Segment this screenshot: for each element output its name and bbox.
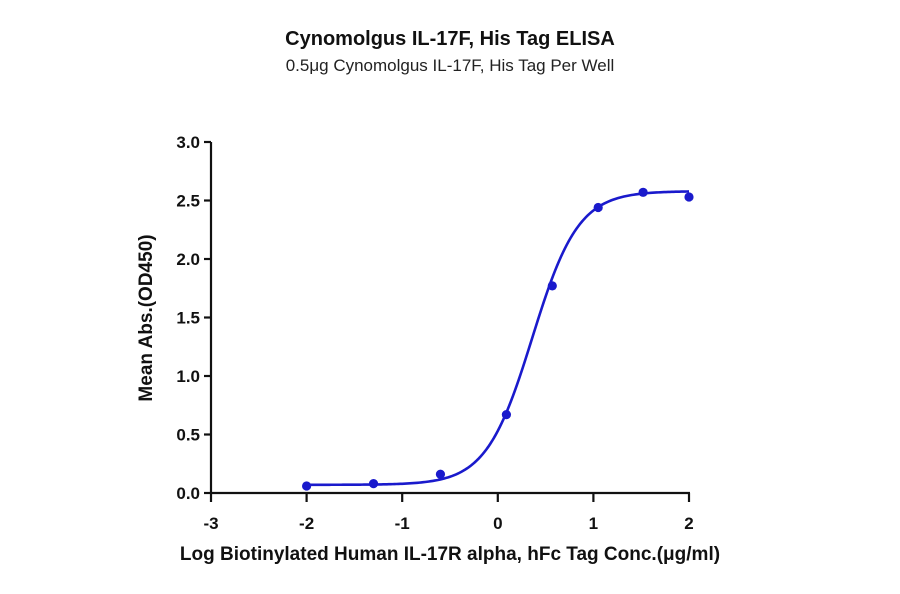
data-points xyxy=(302,187,694,491)
y-tick-label: 1.5 xyxy=(176,309,200,328)
y-tick-label: 3.0 xyxy=(176,133,200,152)
axes xyxy=(204,140,691,502)
x-tick-label: -3 xyxy=(203,514,218,533)
x-tick-label: 2 xyxy=(684,514,693,533)
x-tick-label: -2 xyxy=(299,514,314,533)
y-tick-label: 2.0 xyxy=(176,250,200,269)
x-tick-label: 1 xyxy=(589,514,598,533)
data-point xyxy=(547,281,557,291)
data-point xyxy=(593,202,603,213)
data-point xyxy=(435,469,446,479)
x-tick-label: 0 xyxy=(493,514,502,533)
data-point xyxy=(368,479,379,489)
chart-title: Cynomolgus IL-17F, His Tag ELISA xyxy=(285,28,615,50)
data-point xyxy=(684,192,694,202)
data-point xyxy=(302,481,312,491)
tick-labels: 0.0 0.5 1.0 1.5 2.0 2.5 3.0 -3 -2 -1 0 1 2 xyxy=(176,133,693,533)
chart-subtitle: 0.5μg Cynomolgus IL-17F, His Tag Per Wel… xyxy=(285,56,615,75)
y-tick-label: 0.0 xyxy=(176,484,200,503)
y-tick-label: 2.5 xyxy=(176,192,200,211)
data-point xyxy=(638,187,648,197)
y-tick-label: 1.0 xyxy=(176,367,200,386)
y-axis-label: Mean Abs.(OD450) xyxy=(136,234,157,401)
x-axis-label: Log Biotinylated Human IL-17R alpha, hFc… xyxy=(180,544,720,565)
data-point xyxy=(501,410,512,420)
fit-curve xyxy=(306,190,690,487)
x-tick-label: -1 xyxy=(395,514,410,533)
y-tick-label: 0.5 xyxy=(176,426,200,445)
